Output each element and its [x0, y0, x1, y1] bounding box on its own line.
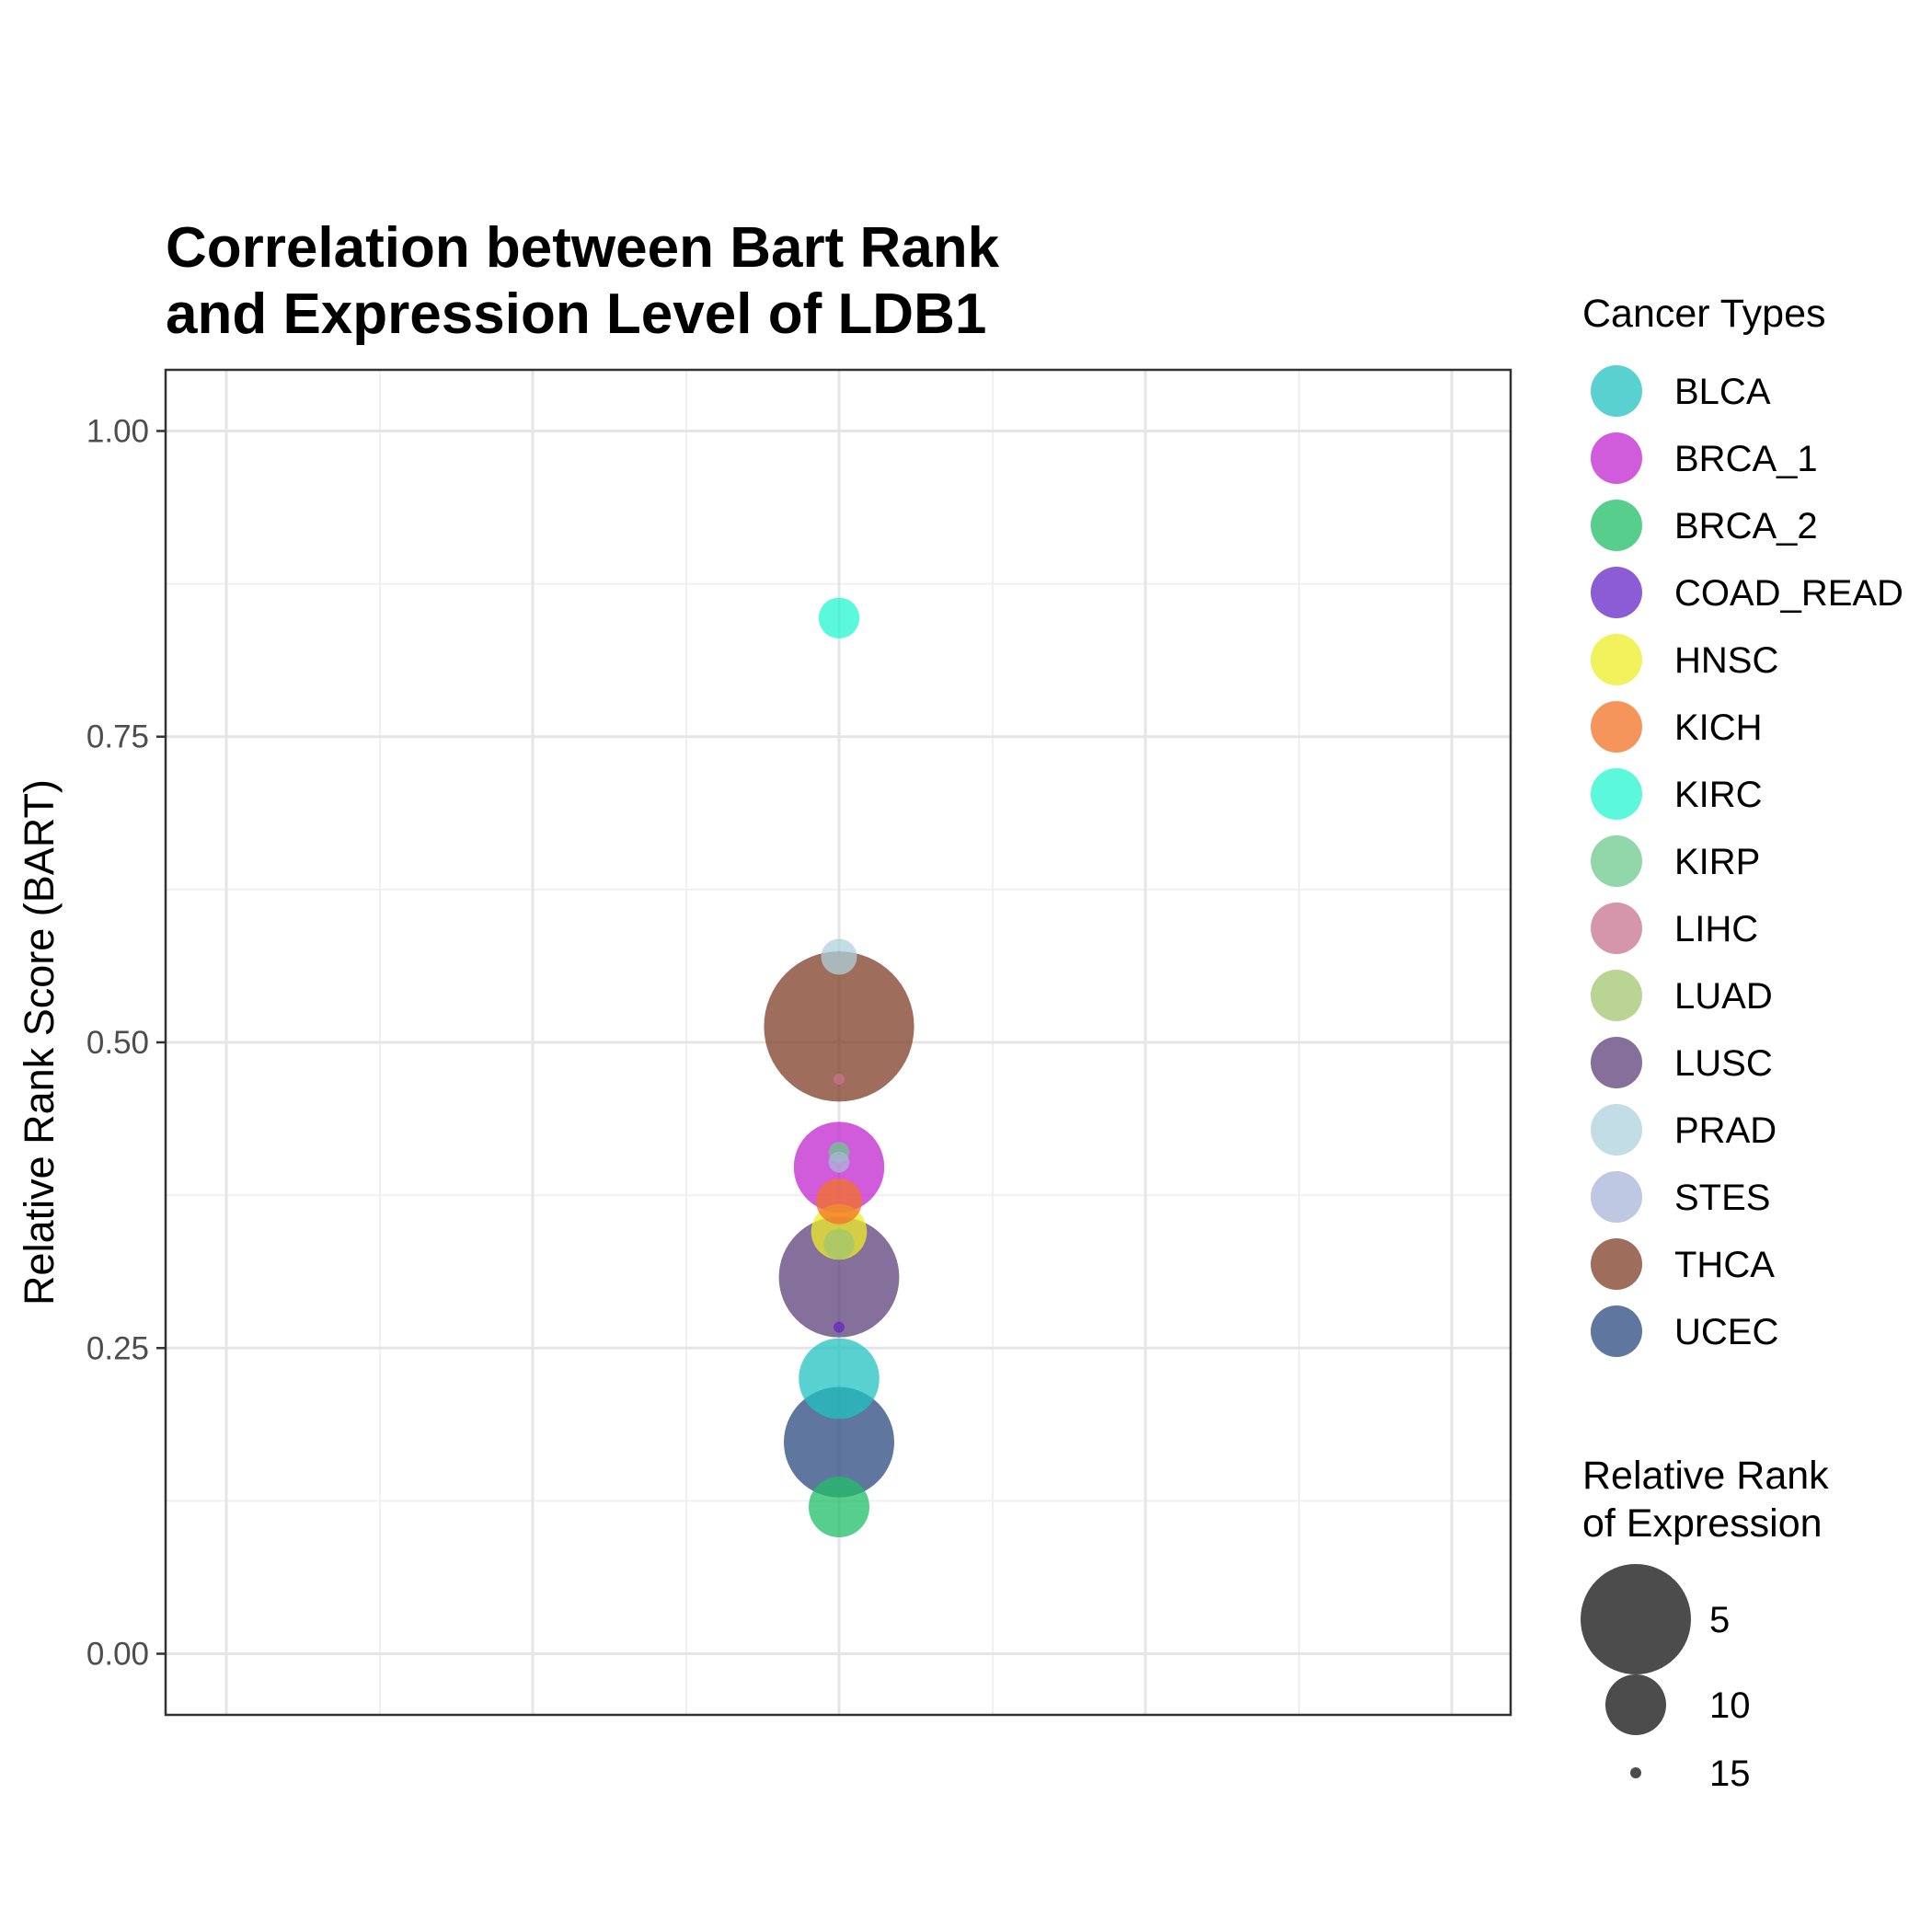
legend-key-blca: [1591, 365, 1642, 417]
point-luad: [823, 1228, 855, 1260]
color-legend: Cancer Types BLCA BRCA_1 BRCA_2 COAD_READ HN…: [1582, 292, 1903, 1357]
y-tick-label: 0.00: [86, 1637, 149, 1673]
point-stes: [828, 1151, 850, 1173]
legend-key-kirc: [1591, 768, 1642, 820]
size-legend-key: [1630, 1767, 1641, 1778]
legend-key-coad-read: [1591, 567, 1642, 618]
legend-label: LUSC: [1674, 1043, 1773, 1084]
size-legend-key: [1605, 1674, 1666, 1735]
point-kich: [816, 1178, 862, 1225]
y-tick-label: 1.00: [86, 413, 149, 449]
chart-title-line: and Expression Level of LDB1: [166, 282, 986, 346]
legend-label: COAD_READ: [1674, 573, 1903, 614]
point-ucec: [784, 1386, 894, 1498]
legend-label: BRCA_1: [1674, 439, 1818, 479]
legend-key-thca: [1591, 1238, 1642, 1290]
legend-label: KICH: [1674, 707, 1763, 748]
legend-label: LIHC: [1674, 909, 1758, 949]
point-kirc: [818, 597, 860, 639]
legend-label: PRAD: [1674, 1110, 1777, 1151]
legend-key-stes: [1591, 1171, 1642, 1223]
y-tick-label: 0.25: [86, 1330, 149, 1366]
point-blca: [799, 1338, 880, 1420]
point-brca-2: [809, 1477, 869, 1538]
legend-key-brca-1: [1591, 432, 1642, 484]
data-points: [764, 597, 914, 1538]
size-legend-label: 10: [1709, 1685, 1751, 1726]
legend-label: KIRP: [1674, 842, 1760, 882]
point-lusc: [778, 1216, 900, 1338]
legend-label: LUAD: [1674, 976, 1773, 1017]
legend-key-brca-2: [1591, 500, 1642, 551]
size-legend-label: 15: [1709, 1754, 1751, 1794]
legend-label: BRCA_2: [1674, 506, 1818, 546]
color-legend-title: Cancer Types: [1582, 292, 1826, 336]
y-tick-label: 0.75: [86, 719, 149, 755]
legend-key-lihc: [1591, 903, 1642, 954]
point-prad: [821, 938, 857, 975]
size-legend-title: Relative Rank: [1582, 1454, 1829, 1498]
legend-label: KIRC: [1674, 775, 1763, 815]
legend-label: THCA: [1674, 1245, 1775, 1285]
legend-label: STES: [1674, 1178, 1770, 1218]
legend-key-prad: [1591, 1104, 1642, 1156]
legend-key-lusc: [1591, 1037, 1642, 1088]
size-legend-label: 5: [1709, 1600, 1730, 1640]
legend-label: HNSC: [1674, 640, 1778, 681]
legend-key-kirp: [1591, 835, 1642, 887]
legend-label: BLCA: [1674, 372, 1771, 412]
point-coad-read: [834, 1321, 845, 1333]
size-legend-key: [1581, 1564, 1691, 1674]
size-legend-title: of Expression: [1582, 1501, 1823, 1546]
chart-title-line: Correlation between Bart Rank: [166, 216, 1000, 280]
y-axis-label: Relative Rank Score (BART): [16, 779, 63, 1305]
point-thca: [764, 951, 914, 1102]
y-tick-label: 0.50: [86, 1025, 149, 1061]
y-axis: 0.00 0.25 0.50 0.75 1.00: [86, 413, 166, 1673]
point-lihc: [834, 1073, 845, 1085]
legend-key-ucec: [1591, 1305, 1642, 1357]
legend-key-hnsc: [1591, 634, 1642, 685]
legend-key-luad: [1591, 970, 1642, 1021]
legend-key-kich: [1591, 701, 1642, 753]
legend-label: UCEC: [1674, 1312, 1778, 1352]
